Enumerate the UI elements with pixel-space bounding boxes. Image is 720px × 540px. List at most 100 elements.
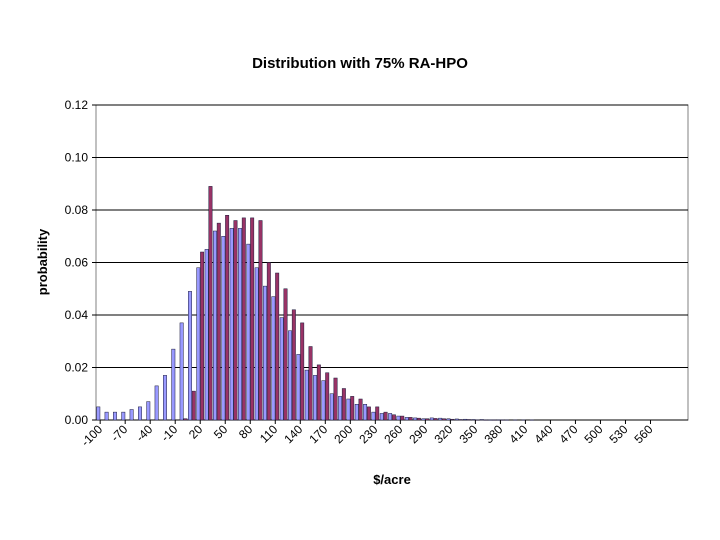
- bar-series-1: [129, 409, 134, 421]
- bar-series-2: [225, 215, 230, 421]
- x-tick-label: 320: [431, 422, 455, 446]
- x-tick-label: 440: [531, 422, 555, 446]
- bar-series-1: [329, 393, 334, 421]
- bar-series-2: [333, 377, 338, 421]
- x-tick-label: 140: [281, 422, 305, 446]
- bar-series-1: [246, 243, 251, 421]
- bar-series-2: [233, 220, 238, 421]
- x-tick-label: 380: [481, 422, 505, 446]
- bar-series-2: [250, 217, 255, 421]
- bar-series-2: [258, 220, 263, 421]
- bar-series-2: [475, 419, 480, 421]
- bar-series-1: [171, 348, 176, 421]
- bar-series-1: [379, 413, 384, 421]
- bar-series-1: [529, 419, 534, 421]
- bar-series-1: [188, 291, 192, 421]
- bar-series-2: [400, 415, 405, 421]
- bar-series-1: [463, 418, 468, 421]
- bar-series-1: [354, 404, 359, 421]
- bar-series-2: [325, 372, 330, 421]
- bar-series-1: [321, 380, 326, 421]
- x-tick-label: 80: [236, 422, 256, 442]
- bar-series-2: [391, 414, 396, 421]
- y-tick-label: 0.10: [65, 151, 89, 165]
- bar-series-1: [371, 411, 376, 421]
- bar-series-1: [196, 267, 201, 421]
- bar-series-2: [350, 396, 355, 421]
- bar-series-2: [191, 390, 196, 421]
- bar-series-2: [433, 418, 438, 421]
- bar-series-1: [521, 419, 526, 421]
- x-tick-label: 560: [632, 422, 656, 446]
- bar-series-1: [213, 230, 217, 421]
- bar-series-2: [275, 272, 280, 421]
- bar-series-2: [483, 419, 488, 421]
- bar-series-2: [300, 322, 305, 421]
- bar-series-2: [425, 418, 430, 421]
- x-tick-label: 500: [582, 422, 606, 446]
- y-tick-label: 0.08: [65, 203, 89, 217]
- x-axis-label: $/acre: [373, 472, 411, 487]
- y-axis-label: probability: [35, 228, 50, 295]
- bar-series-1: [313, 375, 318, 421]
- bar-series-1: [112, 411, 117, 421]
- bar-series-1: [496, 419, 501, 421]
- bar-series-1: [138, 406, 142, 421]
- bar-series-1: [238, 228, 242, 421]
- plot-area: [95, 104, 689, 421]
- bar-series-1: [263, 285, 267, 421]
- bar-series-1: [388, 413, 393, 421]
- bar-series-1: [204, 249, 209, 421]
- bar-series-2: [492, 419, 496, 421]
- bar-series-1: [479, 419, 484, 421]
- bar-series-1: [471, 419, 476, 421]
- x-tick-label: 200: [331, 422, 355, 446]
- bar-series-1: [304, 369, 309, 421]
- x-tick-label: 170: [306, 422, 330, 446]
- bar-series-1: [154, 385, 159, 421]
- bar-series-1: [96, 406, 101, 421]
- y-tick-label: 0.06: [65, 256, 89, 270]
- y-tick-label: 0.02: [65, 361, 89, 375]
- bar-series-1: [438, 417, 443, 421]
- bar-series-1: [396, 415, 401, 421]
- bar-series-1: [488, 419, 493, 421]
- bar-series-1: [254, 267, 259, 421]
- bar-series-1: [513, 419, 518, 421]
- bar-series-1: [179, 322, 184, 421]
- bar-series-2: [500, 419, 505, 421]
- y-tick-label: 0.04: [65, 308, 89, 322]
- bar-series-2: [375, 406, 380, 421]
- bar-series-2: [466, 419, 471, 421]
- x-tick-label: 50: [211, 422, 231, 442]
- x-axis-ticks: -100 -70 -40 -10 20 50 80 110 140 170 200 230 260 290…: [78, 420, 656, 449]
- x-tick-label: -70: [108, 422, 130, 444]
- bar-series-1: [163, 375, 167, 421]
- bar-series-2: [341, 388, 346, 421]
- bar-series-2: [450, 418, 455, 421]
- y-tick-label: 0.12: [65, 98, 89, 112]
- x-tick-label: -10: [158, 422, 180, 444]
- bars: [96, 186, 534, 421]
- bar-series-1: [454, 418, 459, 421]
- bar-series-2: [291, 309, 296, 421]
- bar-series-2: [241, 217, 246, 421]
- bar-series-2: [283, 288, 288, 421]
- bar-series-2: [208, 186, 213, 421]
- bar-series-1: [363, 404, 368, 421]
- bar-series-2: [308, 346, 313, 421]
- bar-series-2: [416, 417, 421, 421]
- bar-series-1: [279, 317, 284, 421]
- x-tick-label: 470: [556, 422, 580, 446]
- bar-series-2: [441, 418, 446, 421]
- bar-series-2: [383, 411, 388, 421]
- bar-series-1: [221, 236, 226, 421]
- bar-series-1: [121, 411, 126, 421]
- bar-series-2: [408, 417, 413, 421]
- x-tick-label: 230: [356, 422, 380, 446]
- bar-series-1: [104, 411, 109, 421]
- bar-series-1: [429, 417, 434, 421]
- y-tick-label: 0.00: [65, 413, 89, 427]
- bar-series-2: [200, 251, 205, 421]
